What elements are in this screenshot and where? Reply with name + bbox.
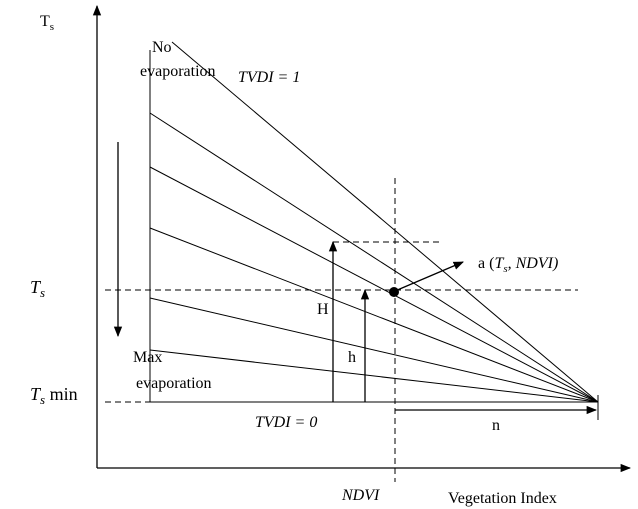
top-label: evaporation	[140, 63, 216, 80]
isoline	[149, 349, 599, 403]
bottom-label: Max	[133, 349, 162, 366]
point-a	[389, 287, 399, 297]
labels: Ts Vegetation Index No evaporation Max e…	[30, 13, 558, 507]
tvdi-1: TVDI = 1	[238, 69, 300, 86]
isoline	[149, 112, 599, 403]
y-axis-label: Ts	[40, 13, 54, 33]
h-label: h	[348, 349, 356, 366]
arrows	[113, 142, 598, 415]
triangle	[149, 41, 599, 403]
isoline	[149, 297, 599, 403]
point-arrow	[394, 261, 464, 292]
ts-label: Ts	[30, 277, 45, 300]
n-label: n	[492, 417, 500, 434]
isoline	[149, 166, 599, 403]
ts-min-label: Ts min	[30, 384, 78, 407]
axes	[92, 4, 632, 473]
tvdi-0: TVDI = 0	[255, 414, 317, 431]
bottom-label: evaporation	[136, 375, 212, 392]
point-label: a (Ts, NDVI)	[478, 255, 558, 275]
top-label: No	[152, 39, 172, 56]
H-label: H	[317, 301, 329, 318]
x-axis-label: Vegetation Index	[448, 490, 557, 507]
dry-edge	[171, 41, 599, 403]
isoline	[149, 227, 599, 403]
guides	[105, 178, 599, 482]
ndvi-label: NDVI	[341, 487, 380, 504]
